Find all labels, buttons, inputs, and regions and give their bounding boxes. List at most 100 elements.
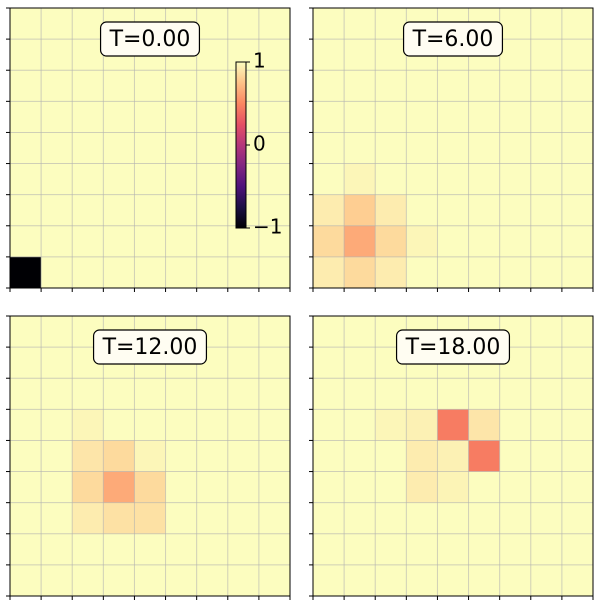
heatmap-cell — [406, 70, 438, 102]
panel-title: T=18.00 — [405, 335, 501, 360]
heatmap-cell — [530, 256, 563, 289]
heatmap-cell — [437, 564, 469, 597]
heatmap-cell — [258, 347, 291, 379]
heatmap-cell — [313, 409, 345, 441]
heatmap-cell — [313, 194, 345, 227]
heatmap-cell — [134, 163, 166, 195]
heatmap-cell — [10, 256, 42, 289]
heatmap-cell — [499, 39, 532, 71]
heatmap-cell — [196, 163, 229, 195]
heatmap-cell — [103, 132, 135, 164]
heatmap-cell — [499, 409, 532, 441]
heatmap-cell — [530, 378, 563, 410]
heatmap-cell — [313, 256, 345, 289]
heatmap-cell — [344, 8, 376, 40]
heatmap-cell — [103, 471, 135, 503]
heatmap-cell — [437, 163, 469, 195]
heatmap-cell — [72, 378, 104, 410]
heatmap-cell — [134, 70, 166, 102]
heatmap-cell — [499, 132, 532, 164]
heatmap-cell — [134, 225, 166, 258]
heatmap-cell — [196, 39, 229, 71]
heatmap-cell — [103, 101, 135, 133]
heatmap-cell — [313, 163, 345, 195]
heatmap-cell — [196, 409, 229, 441]
heatmap-cell — [375, 194, 407, 227]
heatmap-cell — [258, 225, 291, 258]
colorbar — [235, 61, 247, 229]
heatmap-cell — [530, 409, 563, 441]
heatmap-cell — [72, 163, 104, 195]
heatmap-cell — [561, 8, 594, 40]
heatmap-cell — [227, 347, 260, 379]
axes-frame — [312, 7, 594, 289]
heatmap-cell — [437, 70, 469, 102]
heatmap-cell — [468, 409, 500, 441]
heatmap-cell — [468, 564, 500, 597]
heatmap-cell — [344, 163, 376, 195]
axes-frame — [312, 315, 594, 597]
heatmap-cell — [468, 194, 500, 227]
heatmap-cell — [375, 163, 407, 195]
heatmap-cell — [344, 533, 376, 566]
heatmap-cell — [134, 564, 166, 597]
heatmap-cell — [561, 316, 594, 348]
heatmap-cell — [258, 564, 291, 597]
heatmap-cell — [41, 194, 73, 227]
heatmap-cell — [165, 101, 197, 133]
heatmap-cell — [437, 471, 469, 503]
heatmap-cell — [561, 101, 594, 133]
heatmap-cell — [103, 502, 135, 535]
heatmap-cell — [72, 533, 104, 566]
heatmap-cell — [72, 132, 104, 164]
heatmap-cell — [41, 39, 73, 71]
heatmap-cell — [375, 409, 407, 441]
heatmap-cell — [499, 378, 532, 410]
heatmap-cell — [10, 8, 42, 40]
heatmap-cell — [196, 194, 229, 227]
heatmap-cell — [499, 440, 532, 472]
heatmap-cell — [499, 194, 532, 227]
heatmap-cell — [344, 502, 376, 535]
heatmap-cell — [406, 564, 438, 597]
heatmap-cell — [406, 225, 438, 258]
heatmap-cell — [561, 347, 594, 379]
heatmap-cell — [134, 440, 166, 472]
heatmap-cell — [468, 225, 500, 258]
heatmap-cell — [468, 440, 500, 472]
heatmap-cell — [313, 225, 345, 258]
heatmap-cell — [227, 225, 260, 258]
heatmap-cell — [375, 132, 407, 164]
heatmap-cell — [10, 378, 42, 410]
heatmap-cell — [530, 502, 563, 535]
heatmap-cell — [10, 471, 42, 503]
heatmap-cell — [258, 194, 291, 227]
heatmap-cell — [103, 378, 135, 410]
heatmap-cell — [437, 533, 469, 566]
heatmap-cell — [103, 256, 135, 289]
heatmap-cell — [258, 316, 291, 348]
heatmap-cell — [344, 471, 376, 503]
heatmap-cell — [165, 132, 197, 164]
heatmap-cell — [41, 471, 73, 503]
heatmap-cell — [227, 564, 260, 597]
heatmap-cell — [258, 163, 291, 195]
heatmap-cell — [134, 533, 166, 566]
panel-title: T=0.00 — [109, 27, 191, 52]
heatmap-cell — [227, 378, 260, 410]
heatmap-cell — [375, 471, 407, 503]
title-box — [92, 329, 208, 365]
heatmap-cell — [468, 471, 500, 503]
heatmap-cell — [10, 347, 42, 379]
heatmap-cell — [196, 533, 229, 566]
heatmap-cell — [258, 378, 291, 410]
heatmap-cell — [530, 533, 563, 566]
heatmap-cell — [103, 70, 135, 102]
heatmap-cell — [375, 256, 407, 289]
heatmap-cell — [10, 132, 42, 164]
heatmap-cell — [227, 533, 260, 566]
heatmap-cell — [406, 409, 438, 441]
heatmap-cell — [437, 101, 469, 133]
panel-title: T=12.00 — [102, 335, 198, 360]
heatmap-cell — [375, 533, 407, 566]
